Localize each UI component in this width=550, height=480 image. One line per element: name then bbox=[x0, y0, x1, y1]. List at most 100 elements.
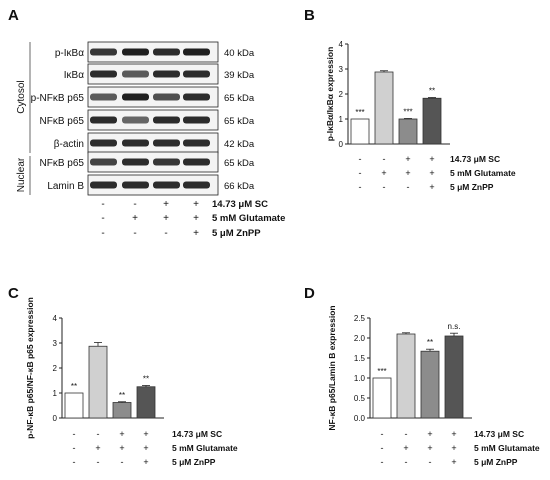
y-tick-label-B-1: 1 bbox=[339, 115, 344, 124]
band-label-2: p-NFκB p65 bbox=[31, 93, 85, 104]
band-size-2: 65 kDa bbox=[224, 93, 255, 104]
mark-B-2-3: + bbox=[429, 182, 434, 192]
significance-C-2: ** bbox=[119, 391, 125, 400]
mark-B-1-1: + bbox=[381, 168, 386, 178]
mark-C-0-3: + bbox=[143, 429, 148, 439]
band-2-1 bbox=[122, 93, 149, 101]
band-2-0 bbox=[90, 93, 117, 101]
mark-C-1-1: + bbox=[95, 443, 100, 453]
band-6-0 bbox=[90, 181, 117, 189]
bar-C-0 bbox=[64, 392, 84, 419]
y-tick-label-D-0: 0.0 bbox=[354, 414, 366, 423]
mark-D-1-3: + bbox=[451, 443, 456, 453]
mark-C-2-0: - bbox=[73, 457, 76, 467]
y-tick-label-B-3: 3 bbox=[339, 65, 344, 74]
mark-C-1-3: + bbox=[143, 443, 148, 453]
blot-mark-0-3: + bbox=[193, 199, 199, 210]
mark-D-0-3: + bbox=[451, 429, 456, 439]
treatment-label-C-2: 5 μM ZnPP bbox=[172, 457, 216, 467]
blot-mark-2-1: - bbox=[133, 228, 136, 239]
panel-letter-D: D bbox=[304, 285, 315, 302]
mark-D-0-2: + bbox=[427, 429, 432, 439]
treatment-label-D-2: 5 μM ZnPP bbox=[474, 457, 518, 467]
mark-B-0-0: - bbox=[359, 154, 362, 164]
treatment-label-B-2: 5 μM ZnPP bbox=[450, 182, 494, 192]
treatment-label-B-1: 5 mM Glutamate bbox=[450, 168, 516, 178]
mark-C-2-2: - bbox=[121, 457, 124, 467]
band-label-0: p-IκBα bbox=[55, 48, 84, 59]
band-3-1 bbox=[122, 116, 149, 124]
significance-B-2: *** bbox=[403, 108, 412, 117]
band-label-3: NFκB p65 bbox=[40, 116, 85, 127]
band-label-1: IκBα bbox=[64, 70, 84, 81]
significance-D-0: *** bbox=[377, 367, 386, 376]
treatment-label-D-0: 14.73 μM SC bbox=[474, 429, 524, 439]
band-3-2 bbox=[153, 116, 180, 124]
mark-C-0-0: - bbox=[73, 429, 76, 439]
bar-D-0 bbox=[372, 377, 392, 419]
band-label-6: Lamin B bbox=[47, 181, 84, 192]
band-0-2 bbox=[153, 48, 180, 56]
band-0-1 bbox=[122, 48, 149, 56]
band-3-3 bbox=[183, 116, 210, 124]
y-tick-label-C-2: 2 bbox=[53, 364, 58, 373]
bar-C-3 bbox=[136, 386, 156, 419]
mark-B-1-2: + bbox=[405, 168, 410, 178]
bar-D-3 bbox=[444, 335, 464, 419]
bar-D-1 bbox=[396, 333, 416, 419]
mark-B-2-1: - bbox=[383, 182, 386, 192]
band-0-0 bbox=[90, 48, 117, 56]
blot-mark-1-2: + bbox=[163, 213, 169, 224]
significance-D-2: ** bbox=[427, 338, 433, 347]
y-tick-label-D-2: 1.0 bbox=[354, 374, 366, 383]
mark-D-1-2: + bbox=[427, 443, 432, 453]
y-tick-label-D-5: 2.5 bbox=[354, 314, 366, 323]
y-tick-label-C-1: 1 bbox=[53, 389, 58, 398]
treatment-label-D-1: 5 mM Glutamate bbox=[474, 443, 540, 453]
significance-B-0: *** bbox=[355, 108, 364, 117]
y-tick-label-B-2: 2 bbox=[339, 90, 344, 99]
mark-C-0-1: - bbox=[97, 429, 100, 439]
band-2-3 bbox=[183, 93, 210, 101]
band-size-3: 65 kDa bbox=[224, 116, 255, 127]
y-tick-label-C-0: 0 bbox=[53, 414, 58, 423]
blot-mark-2-2: - bbox=[164, 228, 167, 239]
mark-D-2-3: + bbox=[451, 457, 456, 467]
blot-mark-0-0: - bbox=[101, 199, 104, 210]
band-5-3 bbox=[183, 158, 210, 166]
band-size-5: 65 kDa bbox=[224, 158, 255, 169]
panel-letter-B: B bbox=[304, 7, 315, 24]
blot-treatment-label-2: 5 μM ZnPP bbox=[212, 228, 261, 239]
mark-D-1-0: - bbox=[381, 443, 384, 453]
significance-B-3: ** bbox=[429, 87, 435, 96]
treatment-label-B-0: 14.73 μM SC bbox=[450, 154, 500, 164]
band-size-4: 42 kDa bbox=[224, 139, 255, 150]
treatment-label-C-0: 14.73 μM SC bbox=[172, 429, 222, 439]
mark-B-1-3: + bbox=[429, 168, 434, 178]
y-tick-label-D-1: 0.5 bbox=[354, 394, 366, 403]
bar-D-2 bbox=[420, 350, 440, 419]
mark-D-2-0: - bbox=[381, 457, 384, 467]
mark-D-0-1: - bbox=[405, 429, 408, 439]
mark-B-0-3: + bbox=[429, 154, 434, 164]
mark-B-2-2: - bbox=[407, 182, 410, 192]
band-4-0 bbox=[90, 139, 117, 147]
blot-treatment-label-1: 5 mM Glutamate bbox=[212, 213, 285, 224]
band-5-1 bbox=[122, 158, 149, 166]
significance-D-3: n.s. bbox=[448, 322, 461, 331]
panel-letter-A: A bbox=[8, 7, 19, 24]
mark-D-2-2: - bbox=[429, 457, 432, 467]
blot-mark-0-2: + bbox=[163, 199, 169, 210]
mark-B-1-0: - bbox=[359, 168, 362, 178]
mark-C-2-1: - bbox=[97, 457, 100, 467]
bar-C-1 bbox=[88, 345, 108, 419]
blot-mark-2-0: - bbox=[101, 228, 104, 239]
y-tick-label-C-4: 4 bbox=[53, 314, 58, 323]
band-0-3 bbox=[183, 48, 210, 56]
band-3-0 bbox=[90, 116, 117, 124]
mark-C-1-2: + bbox=[119, 443, 124, 453]
significance-C-0: ** bbox=[71, 382, 77, 391]
bar-B-0 bbox=[350, 118, 370, 145]
band-4-2 bbox=[153, 139, 180, 147]
